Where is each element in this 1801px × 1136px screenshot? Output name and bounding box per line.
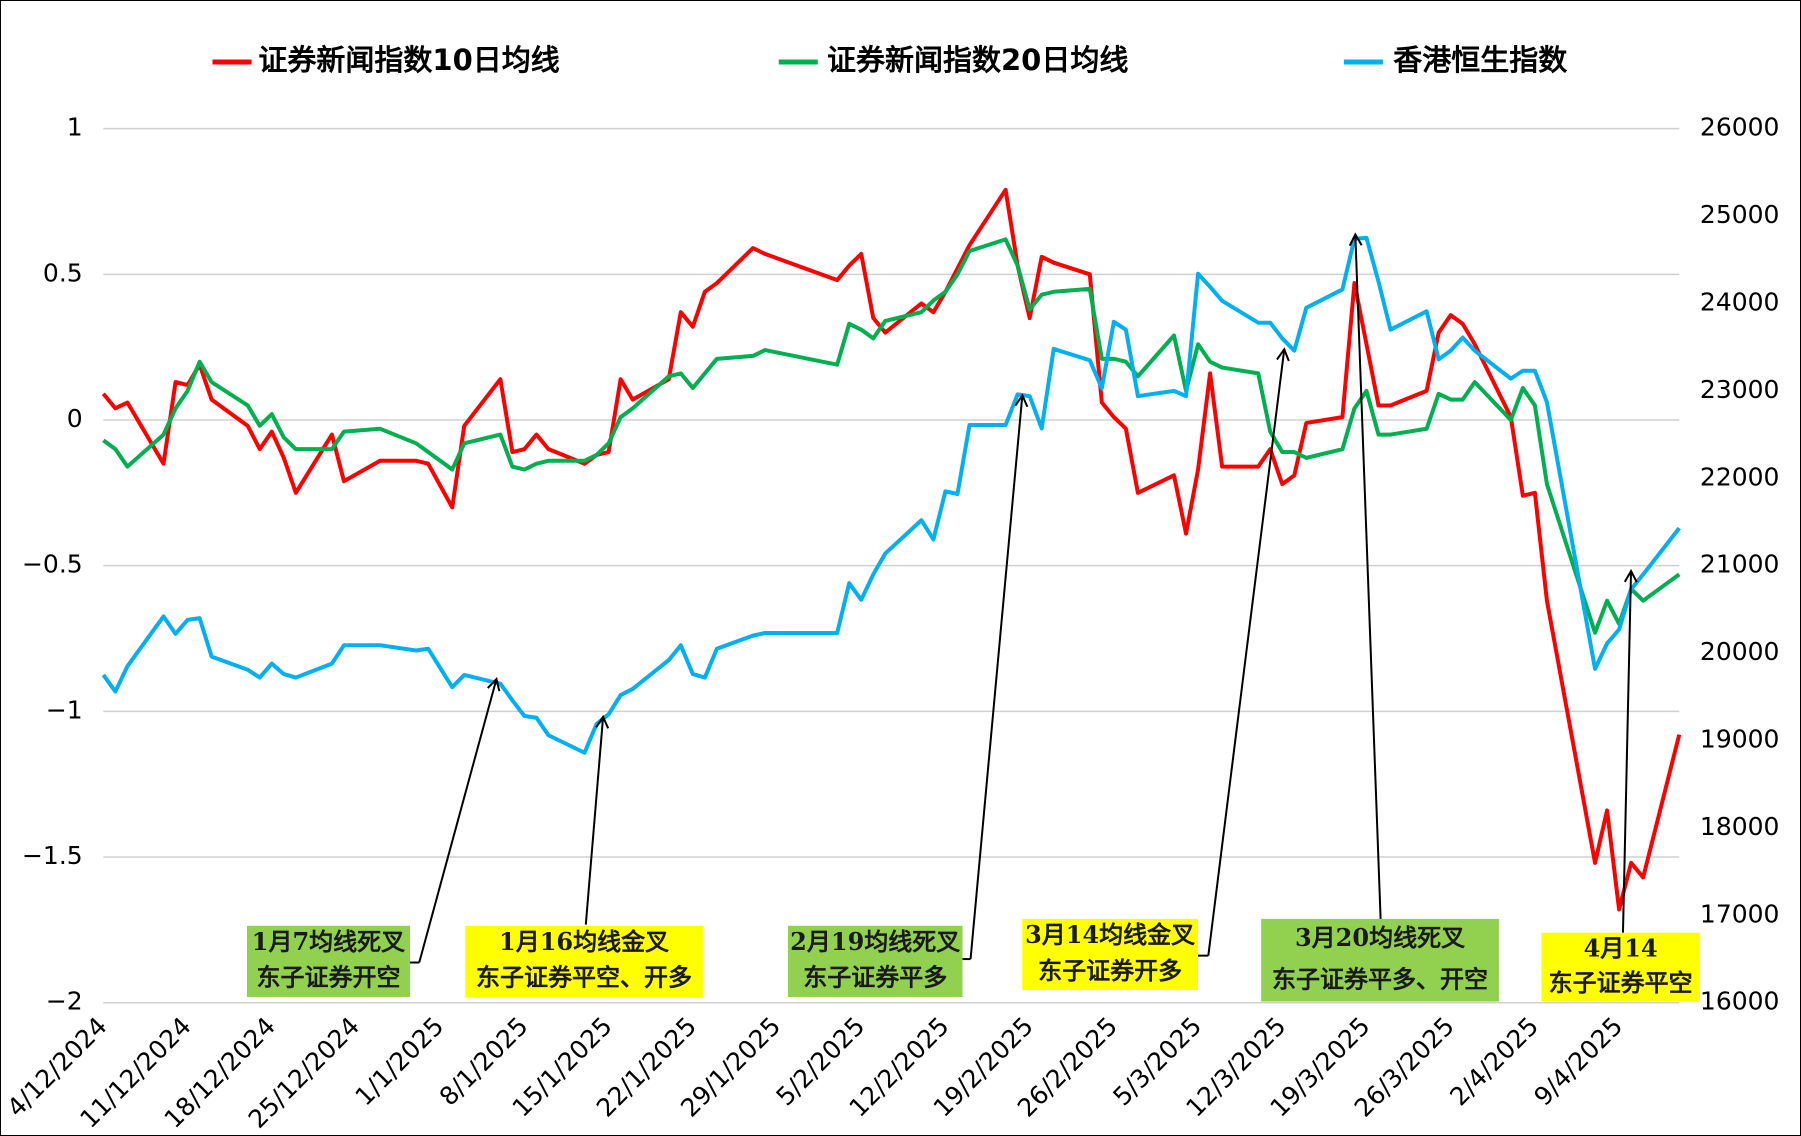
annotation-text: 东子证券平空、开多 [476, 963, 692, 992]
y-tick-label: 0 [67, 404, 83, 433]
y2-tick-label: 24000 [1700, 287, 1780, 316]
annotation-text: 东子证券开多 [1038, 956, 1182, 985]
y-tick-label: −0.5 [22, 550, 83, 579]
annotation-text: 东子证券开空 [256, 963, 400, 992]
y-tick-label: −1.5 [22, 841, 83, 870]
annotation-arrow [969, 396, 1023, 960]
annotation-text: 1月7均线死叉 [252, 927, 406, 956]
annotation-arrow [1621, 572, 1631, 933]
y2-tick-label: 23000 [1700, 375, 1780, 404]
y-tick-label: −2 [46, 987, 83, 1016]
annotation-box [1261, 918, 1499, 1002]
y2-tick-label: 18000 [1700, 812, 1780, 841]
y2-tick-label: 25000 [1700, 200, 1780, 229]
annotation-text: 3月20均线死叉 [1295, 923, 1466, 952]
y-tick-label: −1 [46, 695, 83, 724]
y2-tick-label: 16000 [1700, 987, 1780, 1016]
legend-label: 香港恒生指数 [1393, 43, 1568, 77]
annotation-box [246, 925, 411, 997]
series-line [101, 187, 1682, 912]
y-tick-label: 0.5 [43, 258, 83, 287]
y2-tick-label: 19000 [1700, 725, 1780, 754]
annotation-box [465, 925, 703, 997]
legend-label: 证券新闻指数20日均线 [827, 43, 1128, 77]
annotation-text: 3月14均线金叉 [1025, 920, 1196, 949]
annotation-box [1541, 932, 1700, 1002]
annotation-text: 东子证券平多、开空 [1272, 964, 1488, 993]
annotation-arrow [584, 718, 603, 925]
annotation-text: 东子证券平空 [1549, 968, 1693, 997]
annotation-box [787, 925, 963, 997]
annotation-box [1022, 918, 1198, 991]
y2-tick-label: 21000 [1700, 550, 1780, 579]
y2-tick-label: 26000 [1700, 113, 1780, 142]
annotation: 4月14 东子证券平空 [1541, 572, 1700, 1002]
series-line [102, 237, 1681, 635]
y2-tick-label: 17000 [1700, 899, 1780, 928]
legend-label: 证券新闻指数10日均线 [258, 43, 559, 77]
y2-tick-label: 20000 [1700, 637, 1780, 666]
annotation-arrow [1207, 350, 1284, 956]
annotation-text: 2月19均线死叉 [790, 927, 961, 956]
y-tick-label: 1 [67, 113, 83, 142]
annotation-arrow [418, 680, 496, 963]
y2-tick-label: 22000 [1700, 462, 1780, 491]
annotation-text: 4月14 [1584, 933, 1658, 962]
series-line [101, 235, 1681, 755]
annotation-text: 1月16均线金叉 [499, 927, 670, 956]
annotation-text: 东子证券平多 [803, 963, 947, 992]
annotation-arrow [1355, 235, 1382, 919]
